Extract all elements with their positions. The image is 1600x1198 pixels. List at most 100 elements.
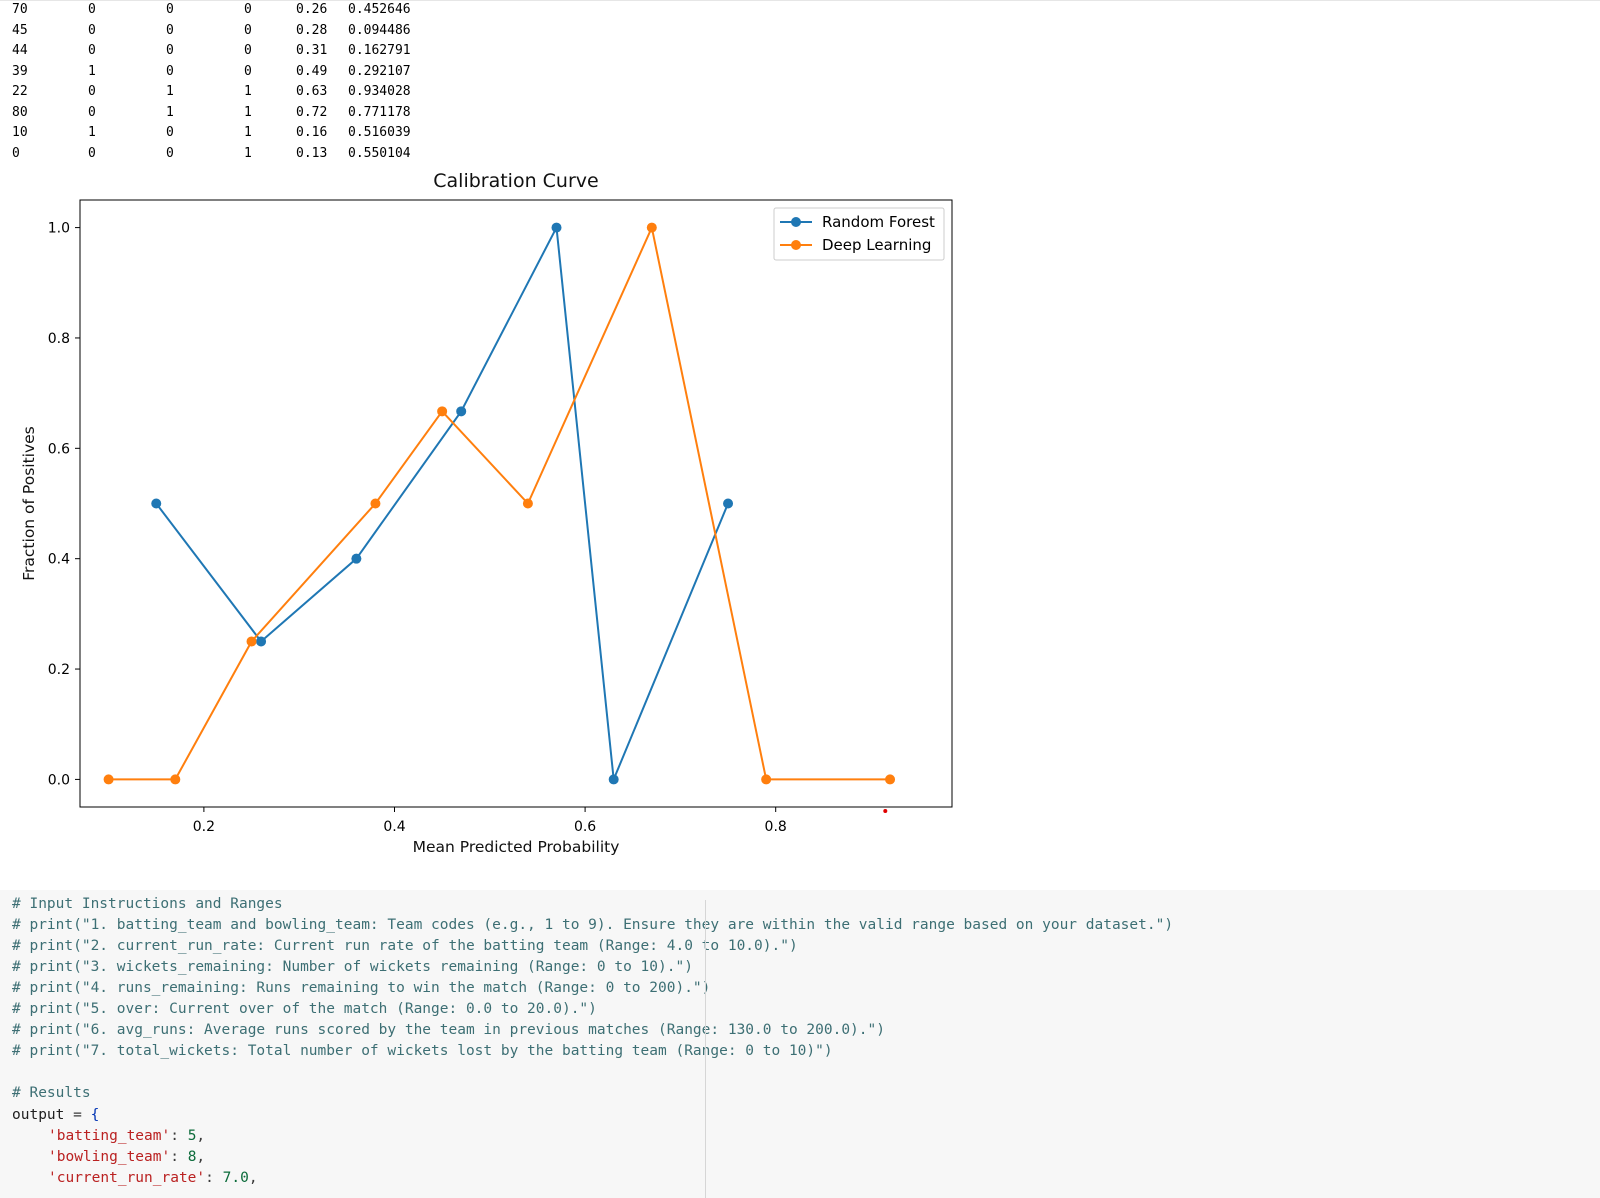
table-row: 70 0 0 0 0.26 0.452646 [0,0,460,20]
code-line-output-assign: output = { [12,1105,99,1125]
code-cell[interactable]: # Input Instructions and Ranges # print("… [0,890,1600,1198]
code-line-dict-entry: 'bowling_team': 8, [48,1147,205,1167]
y-tick-label: 0.4 [48,552,70,568]
legend-swatch-marker [791,240,801,250]
table-cell: 0.13 [296,145,328,161]
code-token: , [248,1170,258,1186]
code-line: # print("5. over: Current over of the ma… [12,1001,597,1017]
code-line: # print("6. avg_runs: Average runs score… [12,1022,885,1038]
table-cell: 0 [166,43,174,58]
data-point [646,222,657,233]
table-cell: 0 [88,104,96,120]
table-cell: 10 [12,125,28,140]
code-token: { [90,1107,100,1123]
data-point [608,774,619,785]
table-cell: 45 [12,22,28,38]
chart-title: Calibration Curve [433,170,598,192]
y-tick-label: 0.2 [48,662,70,678]
data-point [761,774,772,785]
x-tick-label: 0.8 [765,819,787,835]
data-point [170,774,181,785]
code-token: , [196,1149,206,1165]
y-axis-label: Fraction of Positives [20,426,38,581]
code-line: # print("3. wickets_remaining: Number of… [12,959,693,975]
table-cell: 22 [12,84,28,99]
table-cell: 0.63 [296,84,328,99]
table-cell: 0.26 [296,2,328,17]
y-tick-label: 0.0 [48,772,70,788]
table-cell: 0.16 [296,125,328,140]
table-cell: 1 [244,145,252,161]
data-point [103,774,114,785]
legend-swatch-marker [791,217,801,227]
code-line-dict-entry: 'current_run_rate': 7.0, [48,1168,258,1188]
table-cell: 0 [88,22,96,38]
code-token: , [196,1128,206,1144]
code-token: 8 [187,1149,197,1165]
top-border [0,0,1600,1]
data-point [151,498,162,509]
table-cell: 0.516039 [348,125,411,140]
table-cell: 0 [244,2,252,17]
table-row: 39 1 0 0 0.49 0.292107 [0,62,460,82]
table-cell: 0.094486 [348,22,411,38]
chart-svg: 0.2 0.4 0.6 0.8 0.0 0.2 0.4 0.6 0.8 1.0 Calibrati… [20,170,953,856]
table-cell: 0.550104 [348,145,411,161]
data-point [456,406,467,417]
data-point [256,636,267,647]
table-cell: 0 [88,145,96,161]
table-cell: 0 [166,63,174,79]
table-cell: 39 [12,63,28,79]
table-cell: 0 [88,84,96,99]
data-point [551,222,562,233]
table-cell: 80 [12,104,28,120]
table-row: 10 1 0 1 0.16 0.516039 [0,123,460,143]
table-row: 0 0 0 1 0.13 0.550104 [0,144,460,164]
table-cell: 0.28 [296,22,328,38]
code-token: output [12,1107,65,1123]
table-cell: 0.452646 [348,2,411,17]
table-cell: 1 [244,84,252,99]
table-cell: 44 [12,43,28,58]
table-cell: 0.162791 [348,43,411,58]
table-cell: 70 [12,2,28,17]
table-cell: 1 [244,125,252,140]
table-cell: 0.72 [296,104,328,120]
table-cell: 1 [88,63,96,79]
line-length-ruler [705,900,706,1198]
table-cell: 0.292107 [348,63,411,79]
legend-label: Random Forest [822,213,935,231]
table-cell: 0 [88,43,96,58]
series-points [103,222,896,785]
table-row: 44 0 0 0 0.31 0.162791 [0,41,460,61]
x-axis-label: Mean Predicted Probability [413,838,620,856]
data-point [885,774,896,785]
y-tick-label: 0.6 [48,441,70,457]
code-line: # print("4. runs_remaining: Runs remaini… [12,980,711,996]
code-token: 'batting_team' [48,1128,171,1144]
table-cell: 1 [166,84,174,99]
legend-box [773,207,945,261]
series-lines [108,224,891,781]
table-cell: 0 [166,125,174,140]
code-line: # print("2. current_run_rate: Current ru… [12,938,798,954]
code-line-dict-entry: 'batting_team': 5, [48,1126,205,1146]
data-point [437,406,448,417]
table-row: 22 0 1 1 0.63 0.934028 [0,82,460,102]
code-line: # print("7. total_wickets: Total number … [12,1043,833,1059]
x-tick-label: 0.6 [574,819,596,835]
table-cell: 0 [12,145,20,161]
table-cell: 0.934028 [348,84,411,99]
table-cell: 0.49 [296,63,328,79]
axis-ticks: 0.2 0.4 0.6 0.8 0.0 0.2 0.4 0.6 0.8 1.0 [48,221,787,835]
data-point [522,498,533,509]
table-cell: 0 [244,63,252,79]
calibration-chart: 0.2 0.4 0.6 0.8 0.0 0.2 0.4 0.6 0.8 1.0 Calibrati… [0,160,1000,870]
table-cell: 0 [166,22,174,38]
series-line-1 [108,224,891,781]
series-line-0 [155,224,729,780]
x-tick-label: 0.4 [383,819,405,835]
table-cell: 0 [166,2,174,17]
data-point [351,553,362,564]
code-token: : [170,1128,188,1144]
